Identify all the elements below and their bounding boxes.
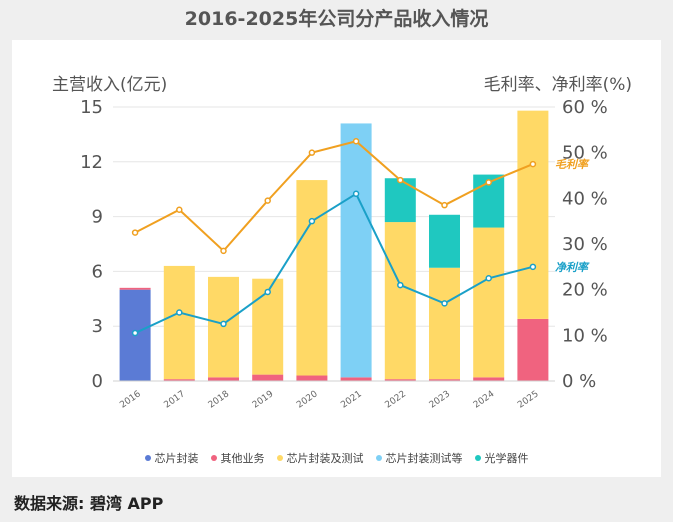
line-point (220, 320, 227, 328)
series-line (134, 192, 534, 334)
line-point (264, 197, 271, 204)
line-point (485, 275, 492, 282)
line-point (264, 288, 271, 296)
bar-segment (429, 379, 460, 381)
legend-item: 其他业务 (210, 450, 265, 466)
line-end-label: 净利率 (555, 261, 590, 274)
y-axis-title: 主营收入(亿元) (52, 75, 167, 95)
legend-item: 芯片封装 (144, 450, 199, 466)
bar-segment (429, 267, 460, 380)
y2-tick-label: 0 % (562, 371, 596, 392)
y-tick-label: 6 (92, 261, 103, 282)
y2-tick-label: 60 % (562, 97, 608, 118)
legend-swatch (276, 455, 283, 461)
y2-axis-title: 毛利率、净利率(%) (484, 75, 632, 95)
y2-tick-label: 50 % (562, 143, 608, 164)
bar-segment (517, 110, 549, 319)
line-point (352, 138, 360, 145)
y-tick-label: 9 (92, 207, 103, 228)
bar-segment (429, 214, 460, 268)
line-point (529, 160, 537, 168)
bar-segment (517, 318, 549, 381)
bar-segment (473, 377, 505, 381)
line-point (220, 247, 227, 255)
x-tick-label: 2019 (251, 389, 276, 410)
bar-segment (384, 178, 416, 223)
x-tick-label: 2016 (118, 389, 143, 410)
line-point (131, 329, 139, 337)
x-tick-label: 2017 (163, 389, 187, 410)
bar-segment (208, 377, 239, 381)
x-tick-label: 2018 (207, 389, 232, 410)
bar-segment (296, 180, 328, 376)
x-tick-label: 2020 (295, 389, 320, 410)
bar-segment (119, 287, 151, 290)
line-point (397, 281, 404, 289)
legend-swatch (144, 455, 151, 461)
source-note: 数据来源: 碧湾 APP (14, 494, 164, 513)
line-point (485, 179, 492, 186)
legend-item: 光学器件 (474, 450, 529, 466)
x-tick-label: 2023 (428, 389, 452, 410)
y2-tick-label: 10 % (562, 325, 608, 346)
series-line (134, 140, 534, 253)
bar-segment (163, 379, 195, 381)
y-tick-label: 3 (92, 316, 103, 337)
legend-label: 芯片封装 (154, 452, 199, 465)
legend-label: 其他业务 (220, 452, 265, 465)
line-point (441, 300, 448, 307)
y-tick-label: 0 (92, 371, 103, 392)
y2-tick-label: 40 % (562, 188, 608, 209)
legend-label: 光学器件 (484, 452, 529, 465)
legend-swatch (474, 455, 481, 461)
bar-segment (340, 123, 372, 378)
line-point (131, 229, 139, 236)
line-point (176, 206, 183, 213)
bar-segment (384, 222, 416, 380)
bar-segment (340, 377, 372, 381)
chart-svg: 0 3 6 9 12 15 0 % 10 % 20 % 30 % 40 % 50 % 60 % 主营收入(… (52, 75, 632, 411)
legend-item: 芯片封装测试等 (375, 450, 463, 466)
legend-swatch (210, 455, 217, 461)
legend-swatch (375, 455, 382, 461)
line-end-label: 毛利率 (555, 158, 590, 171)
bar-segment (252, 374, 284, 381)
bar-segment (384, 379, 416, 381)
chart-panel (12, 40, 661, 477)
x-tick-label: 2025 (516, 389, 540, 410)
line-point (308, 149, 316, 156)
y-tick-label: 15 (80, 97, 103, 118)
chart-title: 2016-2025年公司分产品收入情况 (184, 8, 489, 30)
x-tick-label: 2021 (339, 389, 363, 410)
line-point (352, 190, 360, 198)
legend-label: 芯片封装测试等 (385, 452, 463, 465)
line-point (441, 201, 448, 209)
y-tick-label: 12 (80, 152, 103, 173)
line-point (529, 263, 537, 271)
line-point (397, 176, 404, 184)
legend-label: 芯片封装及测试 (286, 452, 364, 465)
x-tick-label: 2022 (384, 389, 408, 410)
line-point (176, 309, 183, 316)
line-point (308, 217, 316, 225)
y2-tick-label: 20 % (562, 280, 608, 301)
bar-segment (473, 227, 505, 378)
y2-tick-label: 30 % (562, 234, 608, 255)
legend-item: 芯片封装及测试 (276, 450, 364, 466)
bar-segment (296, 375, 328, 381)
x-tick-label: 2024 (472, 389, 497, 410)
legend: 芯片封装 其他业务 芯片封装及测试 芯片封装测试等 光学器件 (0, 450, 673, 466)
bar-segment (163, 265, 195, 380)
